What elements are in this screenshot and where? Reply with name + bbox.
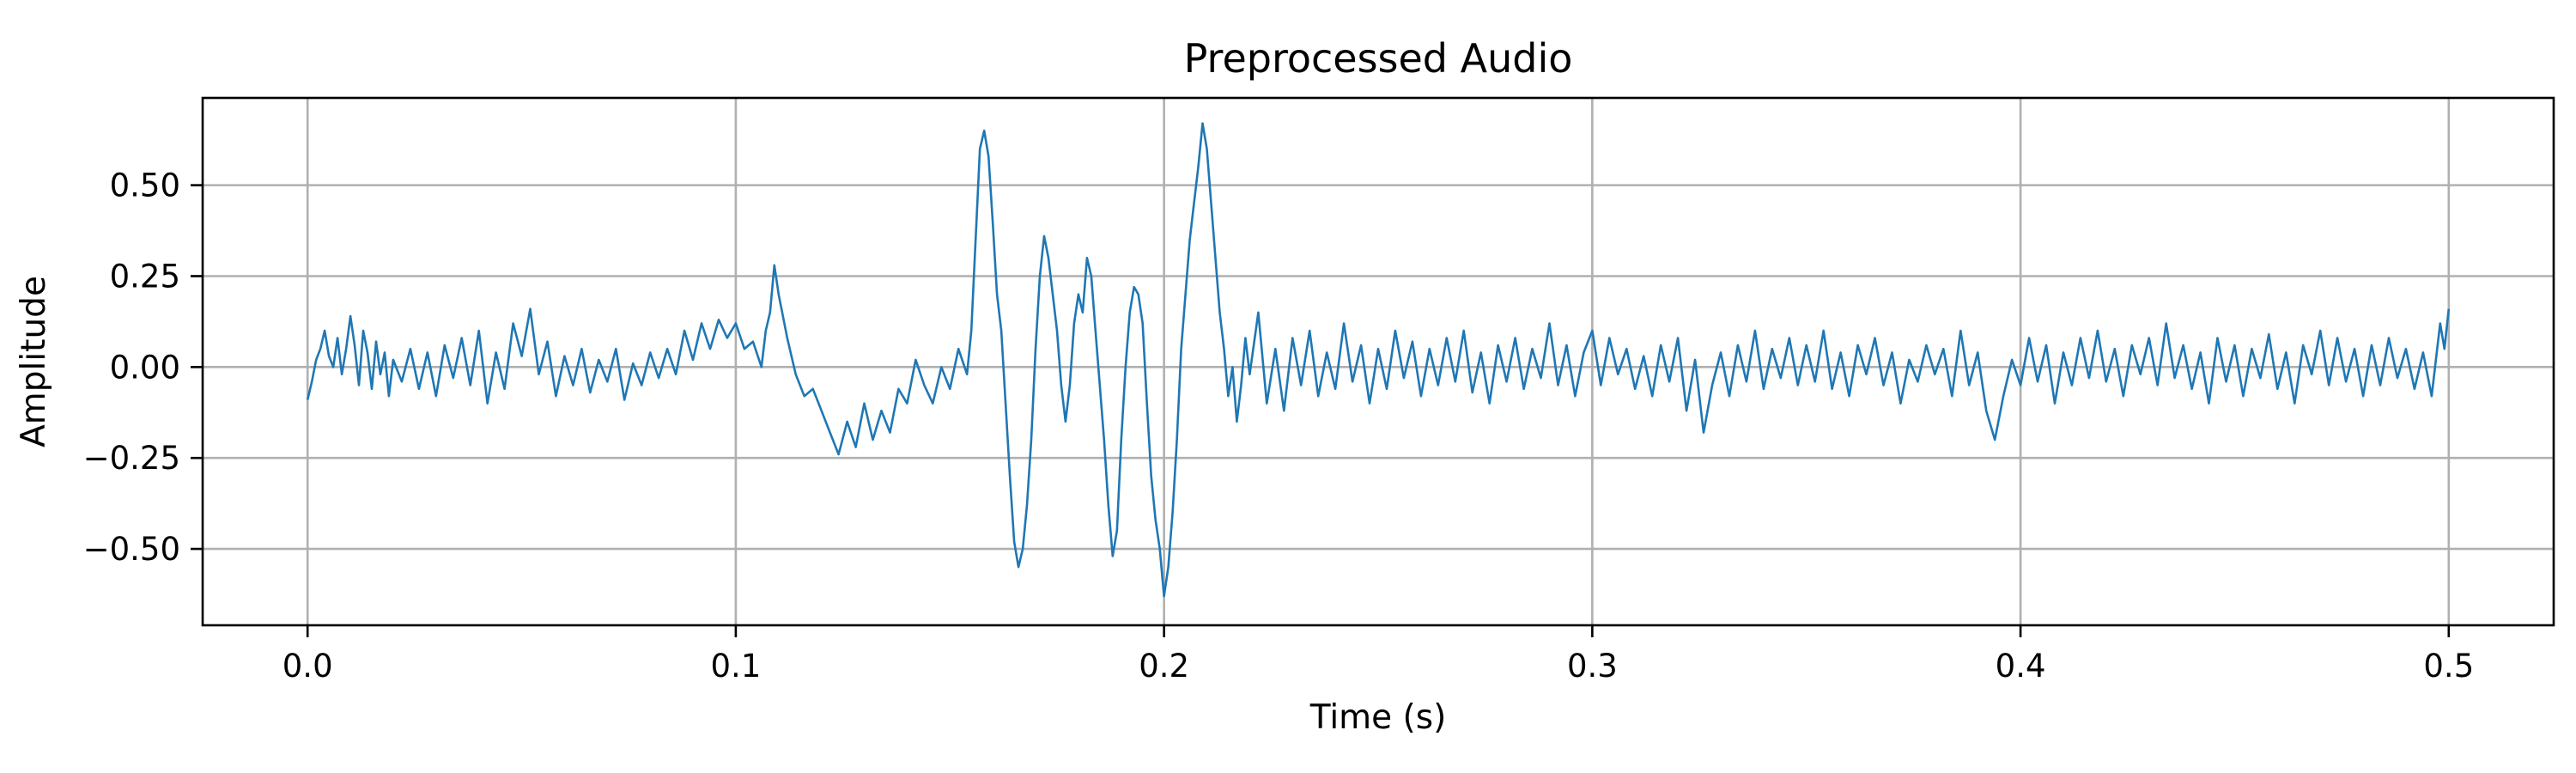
series-line: [306, 122, 2451, 598]
axis-ticks: 0.0 0.1 0.2 0.3 0.4 0.5 −0.50 −0.25 0.00 0.25 0.50: [83, 167, 2475, 685]
x-tick-label: 0.2: [1139, 648, 1189, 685]
x-tick-label: 0.4: [1996, 648, 2046, 685]
x-tick-label: 0.1: [710, 648, 761, 685]
x-tick-label: 0.3: [1567, 648, 1618, 685]
y-tick-label: 0.50: [110, 167, 180, 204]
y-tick-label: −0.25: [83, 440, 180, 477]
y-tick-label: 0.00: [110, 349, 180, 386]
x-tick-label: 0.5: [2423, 648, 2474, 685]
y-tick-label: 0.25: [110, 258, 180, 295]
y-axis-label: Amplitude: [15, 276, 53, 447]
x-tick-label: 0.0: [283, 648, 333, 685]
series-layer: [306, 122, 2451, 598]
y-tick-label: −0.50: [83, 531, 180, 568]
plot-frame: [201, 96, 2555, 627]
chart-title: Preprocessed Audio: [1184, 35, 1573, 82]
grid: [203, 98, 2554, 625]
x-axis-label: Time (s): [1309, 698, 1447, 737]
